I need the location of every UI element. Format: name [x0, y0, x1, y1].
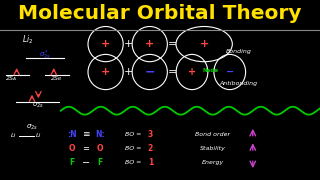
- Text: Molecular Orbital Theory: Molecular Orbital Theory: [18, 4, 302, 23]
- Text: Li$_2$: Li$_2$: [21, 33, 33, 46]
- Text: Li: Li: [11, 133, 16, 138]
- Text: 2S$_A$: 2S$_A$: [5, 74, 18, 83]
- Text: Bond order: Bond order: [195, 132, 230, 137]
- Text: BO =: BO =: [124, 132, 141, 137]
- Text: 3: 3: [148, 130, 153, 139]
- Text: +: +: [188, 67, 196, 77]
- Text: ≡: ≡: [82, 130, 90, 139]
- Text: Energy: Energy: [202, 160, 224, 165]
- Text: $\sigma_{2s}$: $\sigma_{2s}$: [32, 101, 44, 110]
- Text: N:: N:: [95, 130, 105, 139]
- Text: F: F: [69, 158, 75, 167]
- Text: −: −: [82, 158, 90, 168]
- Text: 1: 1: [148, 158, 153, 167]
- Text: =: =: [168, 67, 178, 77]
- Text: $\sigma_{2s}$: $\sigma_{2s}$: [26, 122, 38, 132]
- Text: −: −: [226, 67, 234, 77]
- Text: O: O: [97, 144, 103, 153]
- Text: Node: Node: [203, 68, 219, 73]
- Text: +: +: [101, 67, 110, 77]
- Text: Bonding: Bonding: [226, 49, 251, 54]
- Text: 2: 2: [148, 144, 153, 153]
- Text: $\sigma_{2s}^*$: $\sigma_{2s}^*$: [39, 48, 51, 62]
- Text: +: +: [101, 39, 110, 49]
- Text: F: F: [97, 158, 102, 167]
- Text: :N: :N: [67, 130, 77, 139]
- Text: +: +: [200, 39, 209, 49]
- Text: =: =: [168, 39, 178, 49]
- Text: Stability: Stability: [200, 146, 226, 151]
- Text: BO =: BO =: [124, 160, 141, 165]
- Text: Li: Li: [36, 133, 41, 138]
- Text: Antibonding: Antibonding: [219, 81, 258, 86]
- Text: BO =: BO =: [124, 146, 141, 151]
- Text: −: −: [145, 66, 155, 78]
- Text: +: +: [123, 39, 133, 49]
- Text: =: =: [82, 144, 89, 153]
- Text: +: +: [123, 67, 133, 77]
- Text: +: +: [145, 39, 154, 49]
- Text: O: O: [69, 144, 75, 153]
- Text: 2S$_B$: 2S$_B$: [50, 74, 62, 83]
